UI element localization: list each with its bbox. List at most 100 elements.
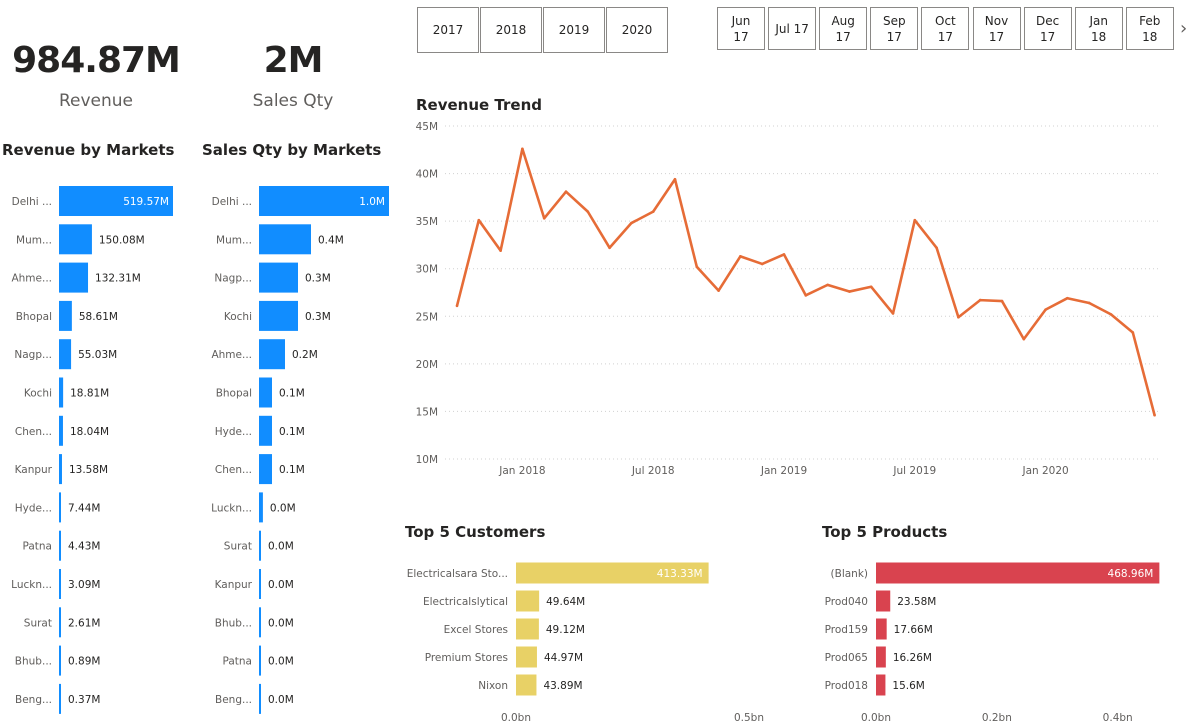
- qty-markets-category-label: Nagp...: [214, 273, 252, 285]
- top-customers-data-label: 49.64M: [546, 596, 585, 608]
- top-customers-category-label: Electricalslytical: [423, 596, 508, 608]
- trend-y-tick-label: 30M: [416, 264, 438, 276]
- revenue-markets-bar[interactable]: [59, 186, 173, 216]
- top-products-bar[interactable]: [876, 618, 887, 640]
- month-slicer-5[interactable]: Nov 17: [972, 7, 1021, 50]
- top-customers-bar[interactable]: [516, 646, 537, 668]
- revenue-kpi-value: 984.87M: [12, 40, 181, 81]
- top-customers-bar[interactable]: [516, 562, 709, 584]
- top-customers-category-label: Premium Stores: [425, 652, 508, 664]
- revenue-markets-category-label: Bhub...: [15, 656, 52, 668]
- qty-markets-data-label: 0.1M: [279, 464, 305, 476]
- revenue-markets-data-label: 18.04M: [70, 426, 109, 438]
- qty-markets-category-label: Kochi: [224, 311, 252, 323]
- trend-point: [630, 221, 633, 225]
- trend-point: [826, 283, 829, 287]
- revenue-markets-category-label: Chen...: [15, 426, 52, 438]
- top-customers-category-label: Nixon: [478, 680, 508, 692]
- qty-markets-bar[interactable]: [259, 645, 261, 676]
- month-slicer-2[interactable]: Aug 17: [819, 7, 868, 50]
- trend-x-tick-label: Jan 2019: [760, 465, 807, 477]
- trend-point: [673, 177, 677, 181]
- qty-markets-bar[interactable]: [259, 300, 298, 331]
- chevron-right-icon[interactable]: ›: [1180, 18, 1188, 39]
- qty-markets-data-label: 0.0M: [270, 502, 296, 514]
- trend-y-tick-label: 20M: [416, 359, 438, 371]
- trend-point: [804, 294, 808, 297]
- revenue-markets-bar[interactable]: [59, 415, 63, 446]
- trend-point: [651, 210, 655, 213]
- revenue-markets-bar[interactable]: [59, 224, 92, 255]
- top-customers-data-label: 413.33M: [657, 568, 703, 580]
- top-products-bar[interactable]: [876, 674, 886, 696]
- qty-markets-bar[interactable]: [259, 186, 389, 216]
- top-products-data-label: 17.66M: [894, 624, 933, 636]
- trend-y-tick-label: 35M: [416, 216, 438, 228]
- qty-markets-bar[interactable]: [259, 683, 261, 714]
- year-slicer-2017[interactable]: 2017: [417, 7, 479, 53]
- qty-markets-bar[interactable]: [259, 607, 261, 638]
- top-customers-x-tick-label: 0.0bn: [501, 712, 531, 724]
- trend-point: [1087, 301, 1091, 305]
- trend-y-tick-label: 25M: [416, 311, 438, 323]
- top-products-bar[interactable]: [876, 590, 891, 612]
- top-customers-data-label: 49.12M: [546, 624, 585, 636]
- top-customers-category-label: Electricalsara Sto...: [407, 568, 508, 580]
- top-customers-category-label: Excel Stores: [444, 624, 508, 636]
- month-slicer-4[interactable]: Oct 17: [921, 7, 970, 50]
- revenue-markets-data-label: 4.43M: [68, 541, 100, 553]
- revenue-markets-bar[interactable]: [59, 569, 61, 599]
- revenue-markets-bar[interactable]: [59, 300, 72, 331]
- trend-point: [760, 262, 764, 266]
- top-products-x-tick-label: 0.2bn: [982, 712, 1012, 724]
- qty-markets-bar[interactable]: [259, 224, 311, 255]
- revenue-markets-data-label: 150.08M: [99, 234, 145, 246]
- revenue-markets-bar[interactable]: [59, 530, 61, 561]
- year-slicer-2020[interactable]: 2020: [606, 7, 668, 53]
- trend-point: [499, 249, 502, 252]
- top-products-data-label: 16.26M: [893, 652, 932, 664]
- qty-markets-bar[interactable]: [259, 454, 272, 485]
- year-slicer-2019[interactable]: 2019: [543, 7, 605, 53]
- revenue-markets-bar[interactable]: [59, 607, 61, 638]
- top-customers-bar[interactable]: [516, 618, 539, 640]
- revenue-markets-bar[interactable]: [59, 377, 64, 408]
- month-slicer-7[interactable]: Jan 18: [1074, 7, 1123, 50]
- top-products-bar[interactable]: [876, 646, 886, 668]
- top-products-bar[interactable]: [876, 562, 1160, 584]
- qty-markets-data-label: 0.0M: [268, 617, 294, 629]
- month-slicer-1[interactable]: Jul 17: [768, 7, 817, 50]
- revenue-markets-bar[interactable]: [59, 492, 61, 523]
- top-products-category-label: Prod018: [825, 680, 868, 692]
- year-slicer-2018[interactable]: 2018: [480, 7, 542, 53]
- qty-markets-bar[interactable]: [259, 377, 272, 408]
- trend-point: [542, 216, 546, 220]
- qty-markets-bar[interactable]: [259, 339, 285, 370]
- trend-y-tick-label: 15M: [416, 406, 438, 418]
- revenue-markets-bar[interactable]: [59, 645, 61, 676]
- qty-markets-bar[interactable]: [259, 415, 272, 446]
- top-products-category-label: Prod159: [825, 624, 868, 636]
- revenue-markets-bar[interactable]: [59, 683, 61, 714]
- revenue-markets-bar[interactable]: [59, 262, 89, 293]
- revenue-markets-bar[interactable]: [59, 339, 72, 370]
- trend-point: [957, 315, 960, 319]
- month-slicer-6[interactable]: Dec 17: [1023, 7, 1072, 50]
- qty-markets-bar[interactable]: [259, 569, 261, 599]
- trend-point: [564, 190, 568, 193]
- qty-markets-bar[interactable]: [259, 262, 298, 293]
- trend-point: [717, 289, 720, 292]
- top-customers-bar[interactable]: [516, 590, 540, 612]
- sales-qty-kpi-label: Sales Qty: [252, 91, 334, 111]
- month-slicer-8[interactable]: Feb 18: [1125, 7, 1174, 50]
- month-slicer-3[interactable]: Sep 17: [870, 7, 919, 50]
- trend-point: [782, 253, 786, 256]
- qty-markets-bar[interactable]: [259, 492, 263, 523]
- trend-y-tick-label: 40M: [416, 169, 438, 181]
- month-slicer-0[interactable]: Jun 17: [717, 7, 765, 50]
- trend-point: [1153, 413, 1156, 417]
- qty-markets-category-label: Bhopal: [216, 388, 252, 400]
- revenue-markets-bar[interactable]: [59, 454, 62, 485]
- qty-markets-bar[interactable]: [259, 530, 261, 561]
- top-customers-bar[interactable]: [516, 674, 537, 696]
